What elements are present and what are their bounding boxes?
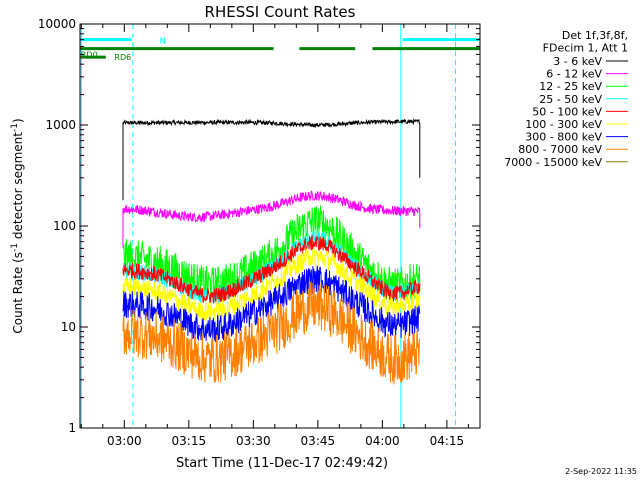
legend-label-8: 7000 - 15000 keV (504, 156, 602, 169)
axes: 1 10 100 1000 10000 03:00 03:15 03:30 03:45 04:00… (38, 17, 480, 448)
x-tick-label-5: 04:15 (430, 434, 465, 448)
y-axis-label-close: ) (11, 118, 25, 123)
series-line-5 (122, 247, 421, 322)
flag-label-rd6: RD6 (114, 53, 131, 62)
y-axis-label-tail: detector segment (11, 132, 25, 243)
series-line-1 (122, 190, 421, 249)
legend-label-0: 3 - 6 keV (553, 55, 602, 68)
legend-label-7: 800 - 7000 keV (518, 143, 602, 156)
y-tick-label-0: 1 (68, 421, 76, 435)
series-line-2 (122, 205, 421, 303)
series-line-6 (122, 265, 421, 343)
flag-label-rd0: RD0 (81, 51, 98, 60)
x-axis-label: Start Time (11-Dec-17 02:49:42) (176, 456, 388, 471)
series-line-7 (122, 281, 421, 385)
chart-title: RHESSI Count Rates (205, 3, 356, 21)
y-axis-label: Count Rate (s-1 detector segment-1) (10, 118, 25, 333)
series-line-4 (122, 235, 421, 304)
y-tick-label-2: 100 (53, 219, 76, 233)
x-tick-label-0: 03:00 (107, 434, 142, 448)
x-tick-label-1: 03:15 (172, 434, 207, 448)
y-axis-label-sup2: -1 (10, 123, 20, 132)
footer-date: 2-Sep-2022 11:35 (565, 467, 637, 476)
legend-header-0: Det 1f,3f,8f, (562, 29, 628, 42)
legend-label-2: 12 - 25 keV (539, 80, 602, 93)
x-tick-label-2: 03:30 (236, 434, 271, 448)
legend-label-5: 100 - 300 keV (525, 118, 602, 131)
x-tick-label-3: 03:45 (301, 434, 336, 448)
y-tick-label-3: 1000 (45, 118, 76, 132)
legend-label-6: 300 - 800 keV (525, 131, 602, 144)
y-axis-label-main: Count Rate (s (11, 252, 25, 334)
legend-label-4: 50 - 100 keV (532, 105, 602, 118)
y-tick-label-1: 10 (61, 320, 76, 334)
series-line-0 (122, 118, 421, 201)
legend-label-1: 6 - 12 keV (546, 68, 602, 81)
flag-label-n: N (160, 37, 166, 46)
legend-label-3: 25 - 50 keV (539, 93, 602, 106)
legend-header-1: FDecim 1, Att 1 (543, 42, 628, 55)
x-tick-label-4: 04:00 (365, 434, 400, 448)
y-axis-label-sup: -1 (10, 243, 20, 252)
plot-area: N RD0 RD6 (80, 24, 480, 428)
y-tick-label-4: 10000 (38, 17, 76, 31)
